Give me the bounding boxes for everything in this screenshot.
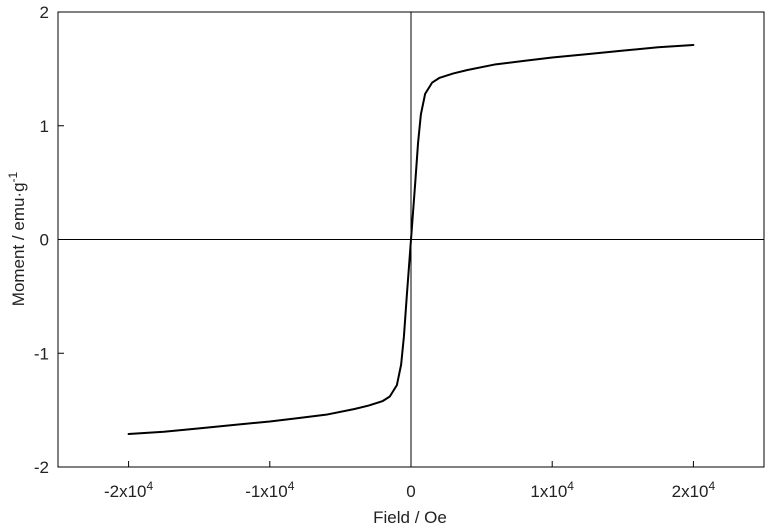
y-axis-title: Moment / emu·g-1 — [6, 171, 28, 306]
x-tick-label-base: -1x10 — [245, 482, 288, 501]
x-tick-label-base: 1x10 — [530, 482, 567, 501]
x-tick-label: 1x104 — [530, 479, 574, 501]
y-tick-label: 2 — [40, 3, 49, 22]
x-tick-label-exponent: 4 — [288, 479, 295, 493]
y-tick-label: -1 — [34, 344, 49, 363]
x-tick-label-base: 2x10 — [672, 482, 709, 501]
x-tick-label-exponent: 4 — [567, 479, 574, 493]
y-axis-title-main: Moment / emu·g — [9, 182, 28, 306]
x-axis-title: Field / Oe — [373, 508, 447, 527]
x-tick-label: 0 — [406, 482, 415, 501]
y-tick-label: 1 — [40, 117, 49, 136]
x-tick-label-base: 0 — [406, 482, 415, 501]
y-tick-label: 0 — [40, 231, 49, 250]
x-tick-label-exponent: 4 — [708, 479, 715, 493]
y-axis-title-superscript: -1 — [6, 171, 20, 182]
x-tick-label-exponent: 4 — [147, 479, 154, 493]
x-tick-label: -1x104 — [245, 479, 295, 501]
series-layer — [127, 43, 695, 436]
x-tick-label-base: -2x10 — [104, 482, 147, 501]
y-tick-label: -2 — [34, 458, 49, 477]
x-tick-label: 2x104 — [672, 479, 716, 501]
x-tick-label: -2x104 — [104, 479, 154, 501]
